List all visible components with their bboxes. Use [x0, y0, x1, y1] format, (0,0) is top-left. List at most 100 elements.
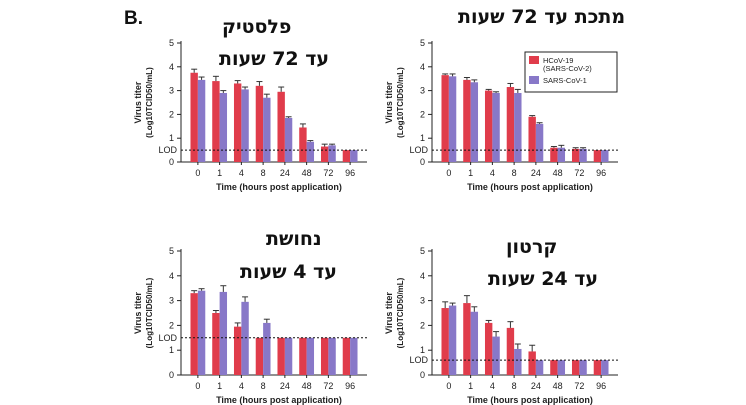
- x-tick-label: 1: [217, 168, 222, 178]
- sars-cov-2-bar: [190, 72, 198, 162]
- y-tick-label: 4: [420, 271, 425, 281]
- sars-cov-2-bar: [342, 150, 351, 162]
- sars-cov-1-bar: [241, 89, 249, 162]
- y-tick-label: 0: [420, 370, 425, 380]
- sars-cov-2-bar: [212, 81, 220, 162]
- sars-cov-1-bar: [470, 82, 479, 162]
- sars-cov-1-bar: [448, 76, 457, 162]
- sars-cov-1-bar: [219, 92, 228, 162]
- y-axis-label-line2: (Log10TCID50/mL): [396, 67, 405, 138]
- y-tick-label: 5: [169, 246, 174, 256]
- legend-swatch-sars-cov-1: [529, 76, 539, 84]
- panel-label: B.: [124, 8, 143, 29]
- sars-cov-1-bar: [306, 141, 315, 162]
- x-tick-label: 96: [345, 168, 355, 178]
- sars-cov-1-bar: [263, 97, 271, 162]
- x-tick-label: 8: [512, 381, 517, 391]
- sars-cov-1-bar: [350, 150, 358, 162]
- sars-cov-2-bar: [550, 147, 558, 162]
- metal-title: מתכת עד 72 שעות: [458, 6, 626, 28]
- x-tick-label: 48: [553, 381, 563, 391]
- lod-label: LOD: [409, 355, 428, 365]
- x-tick-label: 72: [323, 168, 333, 178]
- x-tick-label: 48: [302, 381, 312, 391]
- lod-label: LOD: [158, 333, 177, 343]
- sars-cov-2-bar: [484, 322, 493, 375]
- x-tick-label: 0: [446, 381, 451, 391]
- sars-cov-2-bar: [484, 90, 493, 162]
- x-tick-label: 4: [239, 381, 244, 391]
- sars-cov-2-bar: [593, 360, 602, 375]
- y-axis-label-line2: (Log10TCID50/mL): [145, 67, 154, 138]
- plastic-title-line2: עד 72 שעות: [219, 48, 330, 70]
- sars-cov-1-bar: [328, 145, 336, 162]
- sars-cov-2-bar: [571, 360, 580, 375]
- sars-cov-1-bar: [241, 301, 249, 375]
- x-tick-label: 1: [217, 381, 222, 391]
- sars-cov-2-bar: [528, 351, 536, 375]
- y-tick-label: 5: [420, 38, 425, 48]
- y-tick-label: 2: [169, 109, 174, 119]
- sars-cov-2-bar: [255, 337, 264, 375]
- sars-cov-2-bar: [506, 327, 515, 375]
- y-axis-label-line1: Virus titer: [384, 292, 394, 334]
- x-tick-label: 1: [468, 168, 473, 178]
- sars-cov-2-bar: [212, 313, 220, 375]
- cardboard-title-line2: עד 24 שעות: [488, 268, 599, 290]
- sars-cov-2-bar: [342, 337, 351, 375]
- y-tick-label: 4: [420, 62, 425, 72]
- x-tick-label: 72: [323, 381, 333, 391]
- y-tick-label: 2: [420, 109, 425, 119]
- sars-cov-2-bar: [190, 293, 198, 375]
- x-tick-label: 24: [280, 168, 290, 178]
- legend-label: HCoV-19: [543, 56, 573, 65]
- y-tick-label: 3: [169, 296, 174, 306]
- y-tick-label: 2: [169, 320, 174, 330]
- sars-cov-2-bar: [441, 75, 449, 162]
- sars-cov-1-bar: [535, 360, 544, 375]
- y-tick-label: 1: [169, 345, 174, 355]
- y-tick-label: 0: [420, 157, 425, 167]
- x-tick-label: 0: [446, 168, 451, 178]
- x-axis-label: Time (hours post application): [467, 395, 593, 405]
- y-tick-label: 1: [420, 345, 425, 355]
- sars-cov-1-bar: [350, 337, 358, 375]
- y-axis-label-line1: Virus titer: [133, 81, 143, 123]
- x-tick-label: 24: [531, 168, 541, 178]
- x-tick-label: 8: [261, 381, 266, 391]
- lod-label: LOD: [158, 145, 177, 155]
- sars-cov-1-bar: [197, 290, 206, 375]
- sars-cov-2-bar: [320, 146, 329, 162]
- sars-cov-1-bar: [263, 322, 271, 375]
- sars-cov-2-bar: [463, 79, 471, 162]
- sars-cov-2-bar: [320, 337, 329, 375]
- y-tick-label: 0: [169, 370, 174, 380]
- x-tick-label: 72: [574, 168, 584, 178]
- legend-swatch-sars-cov-2: [529, 56, 539, 64]
- sars-cov-1-bar: [557, 147, 566, 162]
- x-tick-label: 24: [280, 381, 290, 391]
- y-tick-label: 1: [420, 133, 425, 143]
- sars-cov-2-bar: [506, 87, 515, 162]
- y-tick-label: 5: [169, 38, 174, 48]
- sars-cov-2-bar: [277, 91, 285, 162]
- y-axis-label-line1: Virus titer: [384, 81, 394, 123]
- sars-cov-1-bar: [535, 123, 544, 162]
- sars-cov-1-bar: [470, 311, 479, 375]
- y-tick-label: 4: [169, 271, 174, 281]
- x-tick-label: 4: [490, 168, 495, 178]
- cardboard-title-line1: קרטון: [506, 236, 558, 258]
- legend-label: SARS-CoV-1: [543, 76, 587, 85]
- sars-cov-1-bar: [284, 117, 293, 162]
- x-tick-label: 96: [596, 381, 606, 391]
- x-tick-label: 8: [261, 168, 266, 178]
- y-tick-label: 3: [169, 86, 174, 96]
- y-tick-label: 3: [420, 86, 425, 96]
- y-tick-label: 2: [420, 320, 425, 330]
- x-tick-label: 96: [345, 381, 355, 391]
- x-tick-label: 1: [468, 381, 473, 391]
- sars-cov-1-bar: [579, 148, 587, 162]
- x-axis-label: Time (hours post application): [216, 395, 342, 405]
